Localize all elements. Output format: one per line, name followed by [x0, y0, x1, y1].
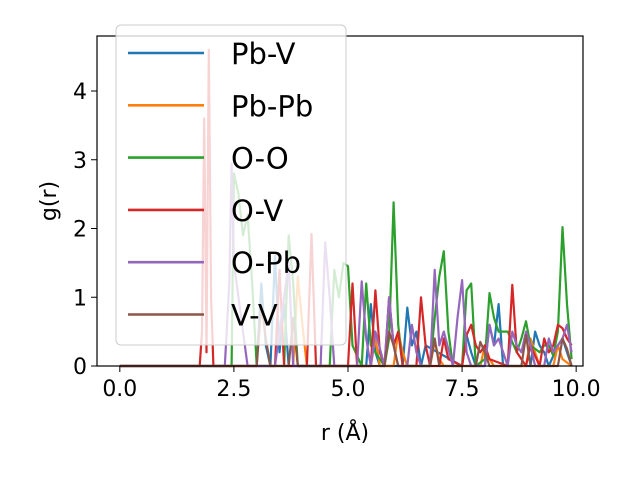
x-axis: 0.0 2.5 5.0 7.5 10.0: [102, 366, 601, 402]
legend-label-v-v: V-V: [231, 299, 278, 333]
legend-label-o-o: O-O: [231, 142, 289, 176]
legend-label-o-v: O-V: [231, 194, 283, 228]
legend-label-pb-pb: Pb-Pb: [231, 89, 313, 123]
y-tick-label: 1: [73, 286, 87, 311]
legend-label-pb-v: Pb-V: [231, 37, 296, 71]
x-tick-label: 0.0: [102, 377, 137, 402]
y-tick-label: 0: [73, 355, 87, 380]
x-tick-label: 10.0: [552, 377, 601, 402]
legend-box: [115, 24, 347, 346]
x-axis-label: r (Å): [321, 419, 369, 446]
legend-label-o-pb: O-Pb: [231, 246, 301, 280]
x-tick-label: 2.5: [216, 377, 251, 402]
legend: Pb-V Pb-Pb O-O O-V O-Pb V-V: [115, 24, 347, 346]
y-axis: 0 1 2 3 4: [73, 80, 97, 380]
x-tick-label: 7.5: [445, 377, 480, 402]
y-tick-label: 4: [73, 80, 87, 105]
x-tick-label: 5.0: [330, 377, 365, 402]
y-axis-label: g(r): [37, 181, 62, 221]
y-tick-label: 2: [73, 218, 87, 243]
y-tick-label: 3: [73, 149, 87, 174]
